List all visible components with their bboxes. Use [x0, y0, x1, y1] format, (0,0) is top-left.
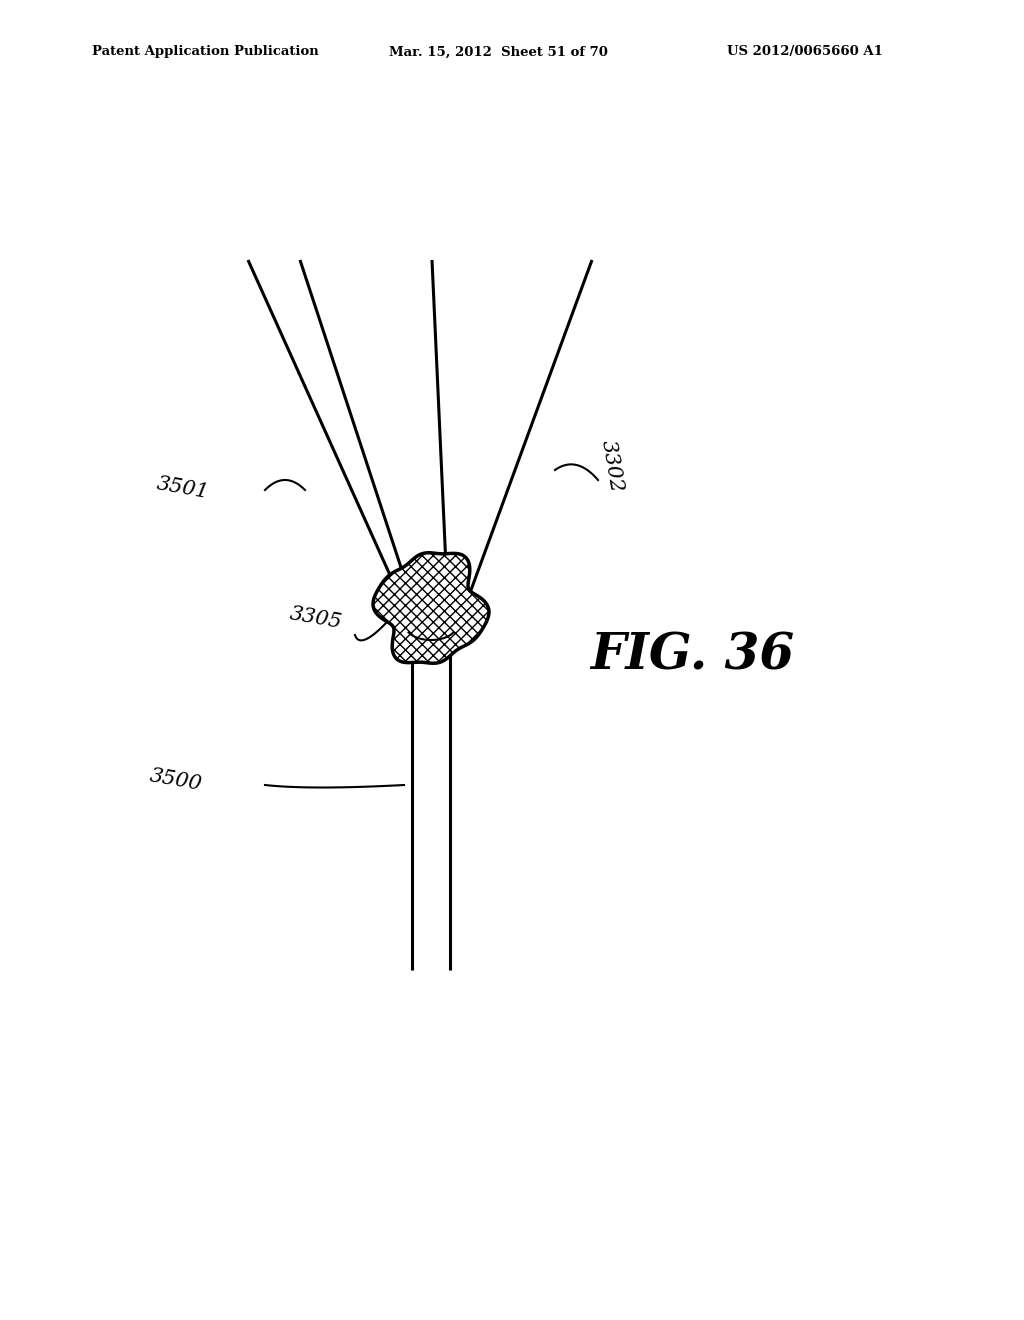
Text: US 2012/0065660 A1: US 2012/0065660 A1 [727, 45, 883, 58]
Text: 3305: 3305 [288, 605, 343, 632]
Text: 3302: 3302 [598, 438, 626, 494]
Text: 3500: 3500 [148, 766, 204, 795]
Text: Mar. 15, 2012  Sheet 51 of 70: Mar. 15, 2012 Sheet 51 of 70 [389, 45, 608, 58]
Text: 3501: 3501 [155, 474, 211, 502]
Polygon shape [373, 553, 489, 663]
Text: Patent Application Publication: Patent Application Publication [92, 45, 318, 58]
Text: FIG. 36: FIG. 36 [590, 632, 795, 681]
